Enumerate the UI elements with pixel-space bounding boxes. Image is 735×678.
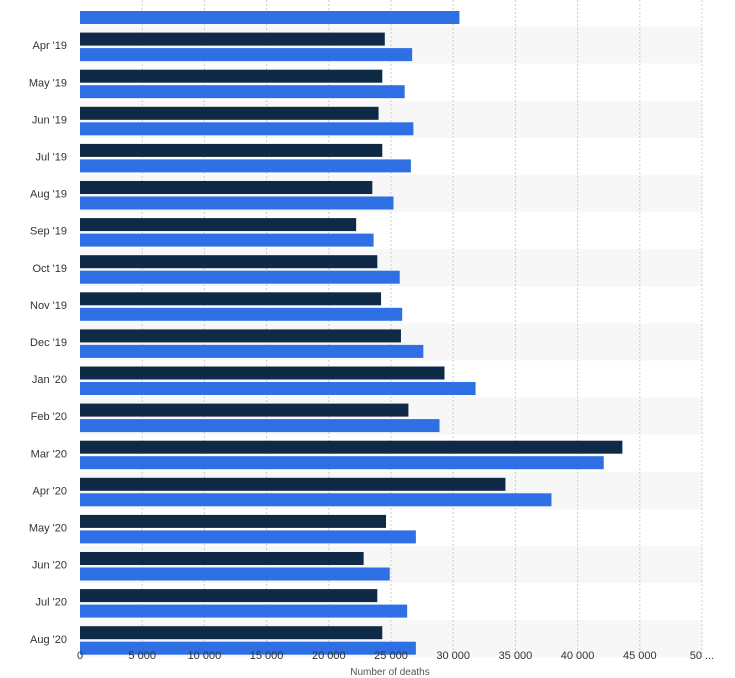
dark-bar[interactable] bbox=[80, 255, 378, 269]
category-label: Mar '20 bbox=[31, 448, 67, 460]
category-labels: Apr '19 May '19 Jun '19 Jul '19 Aug '19 Sep '… bbox=[29, 40, 67, 646]
category-label: Dec '19 bbox=[30, 337, 67, 349]
blue-bar[interactable] bbox=[80, 456, 604, 470]
x-tick-label: 20 000 bbox=[312, 650, 346, 662]
dark-bar[interactable] bbox=[80, 218, 357, 232]
x-tick-label: 15 000 bbox=[250, 650, 284, 662]
x-tick-label: 10 000 bbox=[188, 650, 222, 662]
x-tick-label: 50 ... bbox=[690, 650, 714, 662]
dark-bar[interactable] bbox=[80, 32, 385, 46]
x-axis-title: Number of deaths bbox=[350, 667, 430, 678]
x-tick-label: 35 000 bbox=[499, 650, 533, 662]
category-label: Jun '19 bbox=[32, 114, 67, 126]
blue-bar[interactable] bbox=[80, 122, 414, 136]
dark-bar[interactable] bbox=[80, 329, 401, 343]
blue-bar[interactable] bbox=[80, 344, 424, 358]
category-label: Jul '19 bbox=[36, 151, 67, 163]
dark-bar[interactable] bbox=[80, 106, 379, 120]
dark-bar[interactable] bbox=[80, 69, 383, 83]
blue-bar[interactable] bbox=[80, 85, 405, 99]
dark-bar[interactable] bbox=[80, 626, 383, 640]
x-tick-label: 40 000 bbox=[561, 650, 595, 662]
blue-bar[interactable] bbox=[80, 382, 476, 395]
blue-bar[interactable] bbox=[80, 604, 408, 618]
x-tick-label: 0 bbox=[77, 650, 83, 662]
dark-bar[interactable] bbox=[80, 181, 373, 194]
blue-bar[interactable] bbox=[80, 419, 440, 433]
category-label: Nov '19 bbox=[30, 300, 67, 312]
x-tick-labels: 0 5 000 10 000 15 000 20 000 25 000 30 000 35 0… bbox=[77, 650, 714, 662]
category-label: Aug '20 bbox=[30, 634, 67, 646]
category-label: Apr '19 bbox=[32, 40, 67, 52]
category-label: May '20 bbox=[29, 522, 67, 534]
category-label: May '19 bbox=[29, 77, 67, 89]
dark-bar[interactable] bbox=[80, 477, 506, 491]
blue-bar[interactable] bbox=[80, 493, 552, 507]
dark-bar[interactable] bbox=[80, 292, 382, 306]
dark-bar[interactable] bbox=[80, 143, 383, 157]
dark-bar[interactable] bbox=[80, 589, 378, 603]
dark-bar[interactable] bbox=[80, 552, 364, 565]
dark-bar[interactable] bbox=[80, 514, 387, 528]
x-tick-label: 45 000 bbox=[623, 650, 657, 662]
blue-bar[interactable] bbox=[80, 307, 403, 321]
blue-bar[interactable] bbox=[80, 233, 374, 247]
x-tick-label: 30 000 bbox=[436, 650, 470, 662]
blue-bar[interactable] bbox=[80, 530, 416, 544]
blue-bar[interactable] bbox=[80, 641, 416, 655]
category-label: Jul '20 bbox=[36, 597, 67, 609]
category-label: Apr '20 bbox=[32, 485, 67, 497]
category-label: Sep '19 bbox=[30, 226, 67, 238]
blue-bar[interactable] bbox=[80, 567, 390, 581]
category-label: Feb '20 bbox=[31, 411, 67, 423]
category-label: Aug '19 bbox=[30, 189, 67, 201]
blue-bar[interactable] bbox=[80, 48, 413, 62]
dark-bar[interactable] bbox=[80, 440, 623, 454]
x-tick-label: 5 000 bbox=[128, 650, 156, 662]
category-label: Jun '20 bbox=[32, 560, 67, 572]
dark-bar[interactable] bbox=[80, 366, 445, 380]
category-label: Oct '19 bbox=[32, 263, 67, 275]
blue-bar[interactable] bbox=[80, 270, 400, 284]
dark-bar[interactable] bbox=[80, 403, 409, 417]
blue-bar[interactable] bbox=[80, 159, 411, 173]
blue-bar[interactable] bbox=[80, 11, 460, 24]
x-tick-label: 25 000 bbox=[374, 650, 408, 662]
blue-bar[interactable] bbox=[80, 196, 394, 210]
category-label: Jan '20 bbox=[32, 374, 67, 386]
bars bbox=[80, 11, 623, 655]
